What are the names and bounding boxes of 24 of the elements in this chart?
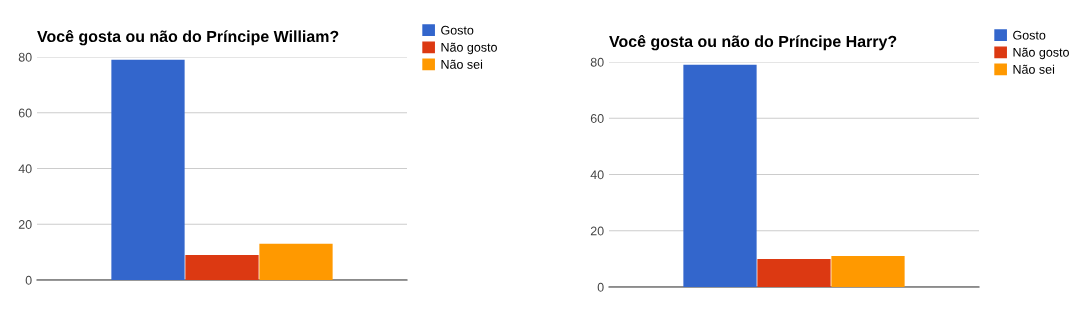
y-tick-label: 40: [18, 164, 32, 174]
legend-label: Não gosto: [441, 42, 497, 55]
bar: [185, 254, 259, 280]
y-tick-label: 60: [18, 108, 32, 118]
y-tick-label: 80: [590, 57, 604, 67]
legend-label: Não sei: [1013, 64, 1055, 74]
bar: [757, 258, 831, 287]
bar: [111, 59, 185, 280]
y-tick-label: 40: [590, 170, 604, 180]
legend-label: Gosto: [1013, 30, 1046, 40]
bar: [831, 256, 905, 287]
y-tick-label: 60: [590, 114, 604, 123]
bar: [683, 64, 757, 287]
y-tick-label: 20: [18, 220, 32, 229]
y-tick-label: 80: [18, 52, 32, 62]
chart-title: Você gosta ou não do Príncipe Harry?: [609, 35, 897, 51]
bar: [259, 243, 333, 280]
y-tick-label: 20: [590, 226, 604, 236]
y-tick-label: 0: [597, 282, 604, 292]
legend-label: Gosto: [441, 25, 474, 35]
chart-title: Você gosta ou não do Príncipe William?: [37, 30, 339, 46]
legend-label: Não gosto: [1013, 47, 1069, 60]
y-tick-label: 0: [25, 275, 32, 285]
legend-label: Não sei: [441, 59, 483, 69]
